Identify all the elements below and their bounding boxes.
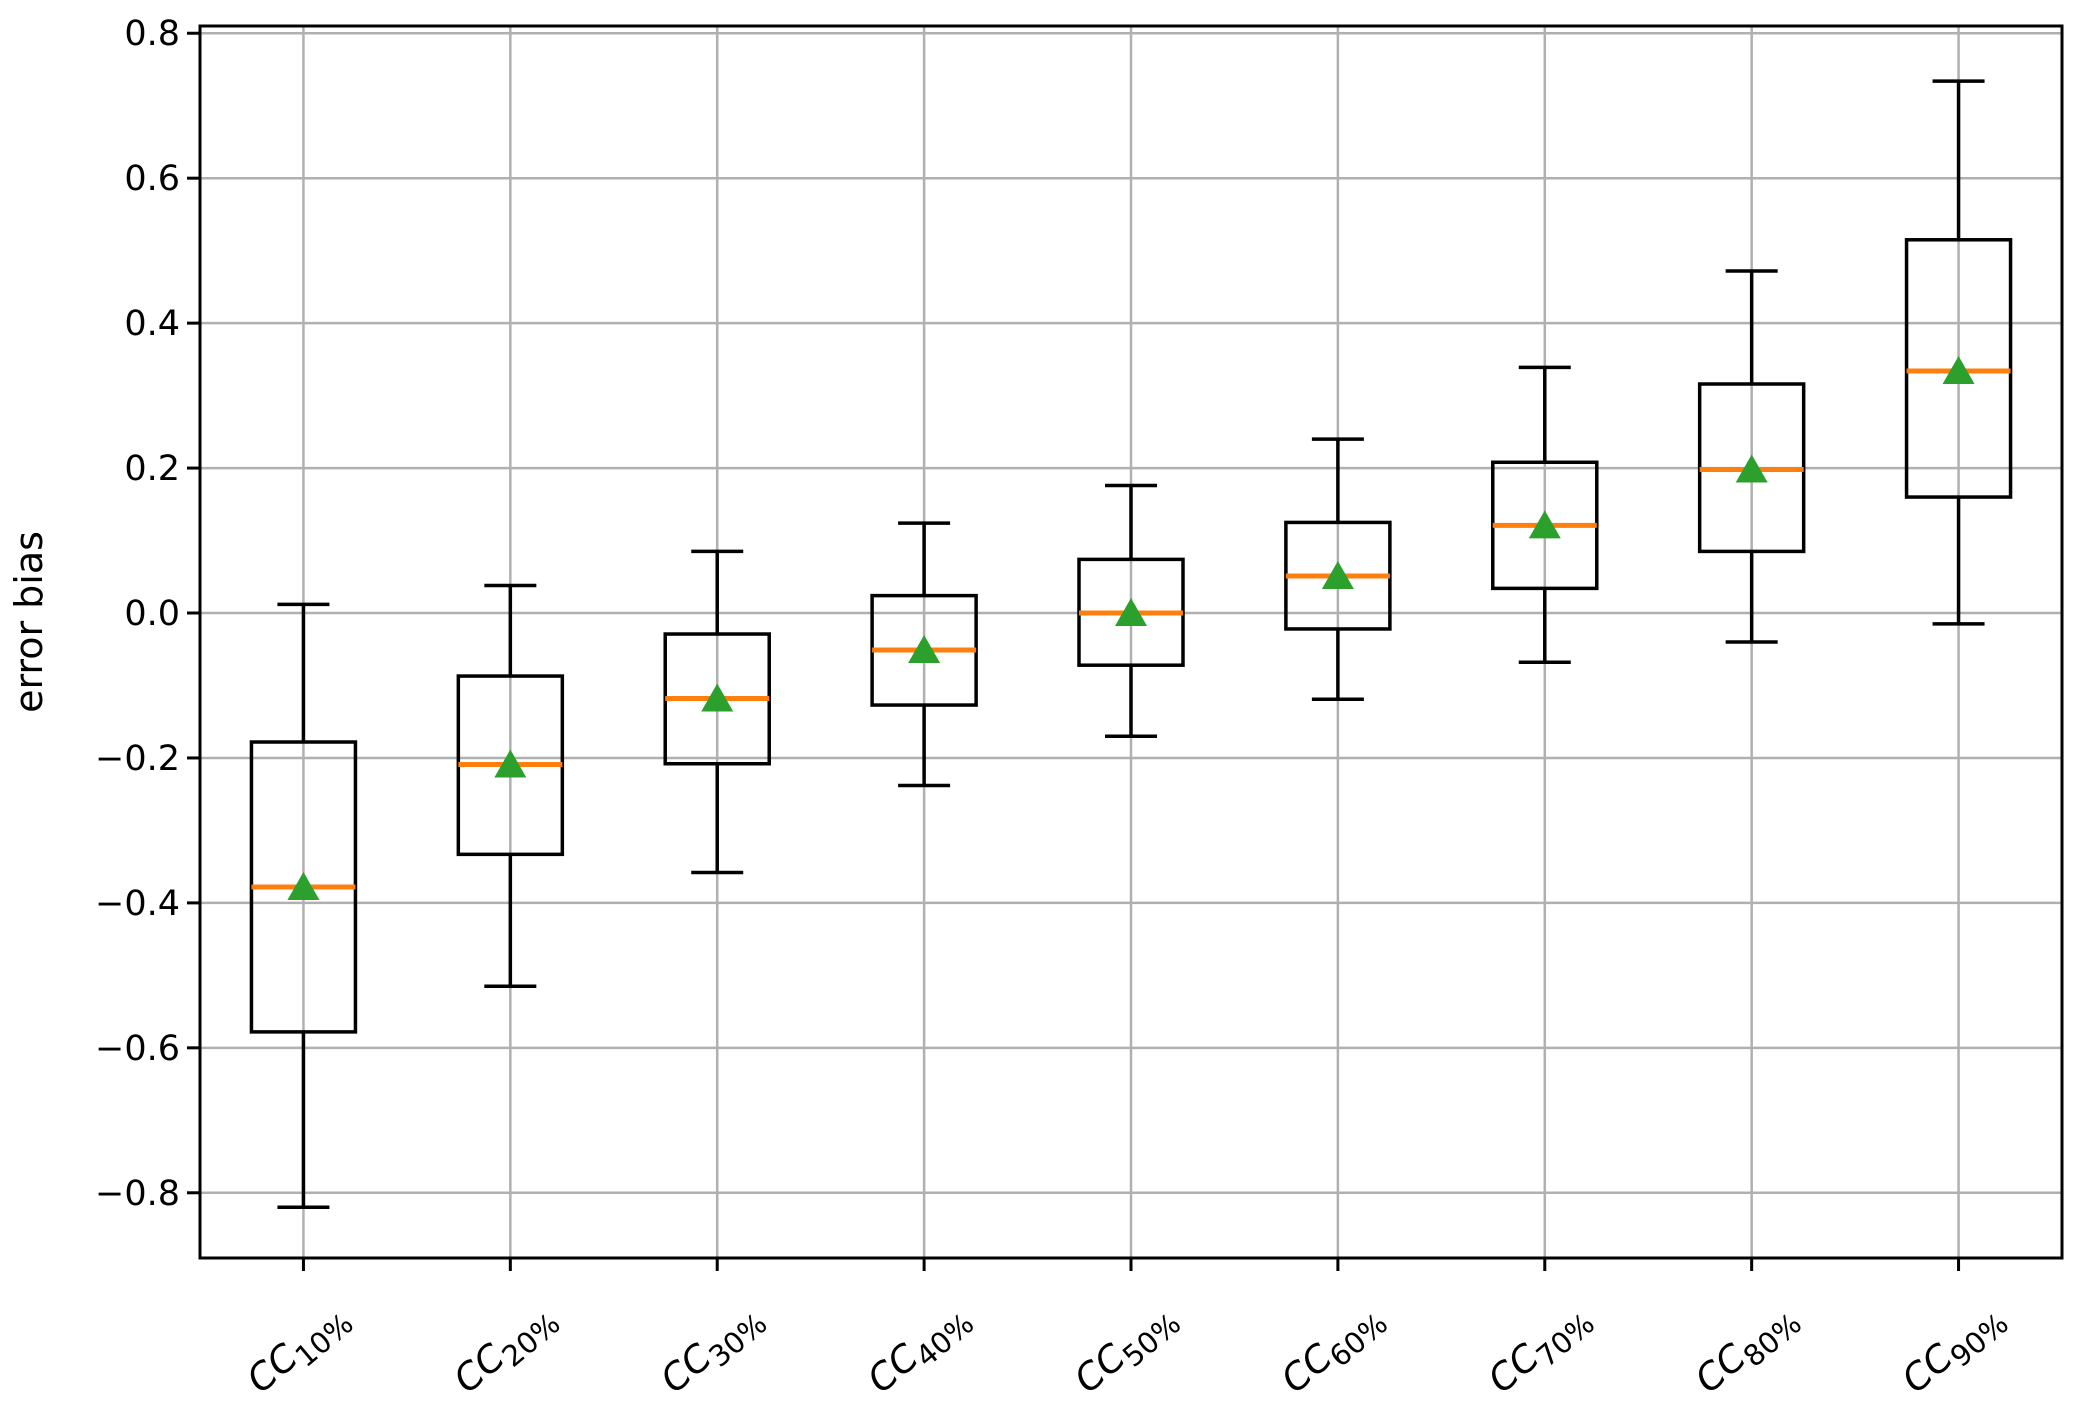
x-tick-label-CC60%: CC60% [1273,1294,1394,1407]
boxes-layer [249,79,2013,1210]
tick-labels-layer: 0.8 0.6 0.4 0.2 0.0 −0.2 −0.4 −0.6 −0.8 CC10% CC20… [95,14,2015,1407]
box-group-CC80% [1697,269,1806,644]
mean-marker [494,749,527,778]
mean-marker [1735,454,1768,483]
x-tick-label-CC20%: CC20% [446,1294,567,1407]
mean-marker [701,683,734,712]
y-tick-label: 0.4 [124,304,180,344]
mean-marker [1115,598,1147,627]
y-tick-label: −0.4 [95,884,180,924]
y-tick-label: 0.6 [124,159,180,199]
x-tick-label-CC10%: CC10% [239,1294,360,1407]
y-tick-label: 0.2 [124,449,180,489]
y-tick-label: −0.6 [95,1029,180,1069]
box-group-CC60% [1284,437,1392,702]
y-tick-label: −0.8 [95,1174,180,1214]
y-tick-label: −0.2 [95,739,180,779]
x-tick-label-CC50%: CC50% [1066,1294,1187,1407]
y-tick-label: 0.8 [124,14,180,54]
mean-marker [1528,510,1561,539]
mean-marker [908,634,941,663]
x-tick-label-CC90%: CC90% [1894,1294,2015,1407]
mean-marker [1321,561,1354,590]
box-group-CC20% [456,583,565,988]
box-group-CC90% [1904,79,2013,626]
box-group-CC40% [870,521,978,788]
box-group-CC30% [663,549,771,875]
gridlines-layer [200,26,2062,1258]
x-tick-label-CC80%: CC80% [1687,1294,1808,1407]
iqr-box [1904,238,2013,499]
x-tick-label-CC40%: CC40% [859,1294,980,1407]
axes-layer [187,24,2064,1271]
box-group-CC50% [1077,483,1185,738]
mean-marker [287,871,320,900]
y-axis-label: error bias [7,531,51,713]
mean-marker [1942,355,1975,384]
box-group-CC70% [1491,365,1599,665]
x-tick-label-CC30%: CC30% [652,1294,773,1407]
y-tick-label: 0.0 [124,594,180,634]
box-group-CC10% [249,602,358,1210]
x-tick-label-CC70%: CC70% [1480,1294,1601,1407]
